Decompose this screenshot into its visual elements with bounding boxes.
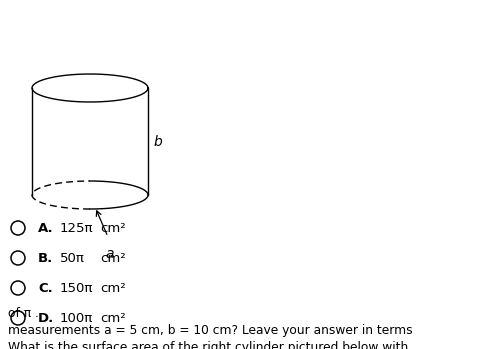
- Text: cm²: cm²: [100, 312, 126, 325]
- Text: 100π: 100π: [60, 312, 93, 325]
- Text: cm²: cm²: [100, 252, 126, 265]
- Text: 150π: 150π: [60, 282, 94, 295]
- Text: C.: C.: [38, 282, 53, 295]
- Text: A.: A.: [38, 222, 54, 235]
- Text: cm²: cm²: [100, 282, 126, 295]
- Text: b: b: [153, 134, 162, 149]
- Text: of π .: of π .: [8, 307, 39, 320]
- Text: D.: D.: [38, 312, 54, 325]
- Text: a: a: [106, 247, 114, 261]
- Text: measurements a = 5 cm, b = 10 cm? Leave your answer in terms: measurements a = 5 cm, b = 10 cm? Leave …: [8, 324, 413, 337]
- Text: B.: B.: [38, 252, 53, 265]
- Text: 125π: 125π: [60, 222, 94, 235]
- Text: What is the surface area of the right cylinder pictured below with: What is the surface area of the right cy…: [8, 341, 408, 349]
- Text: cm²: cm²: [100, 222, 126, 235]
- Text: 50π: 50π: [60, 252, 85, 265]
